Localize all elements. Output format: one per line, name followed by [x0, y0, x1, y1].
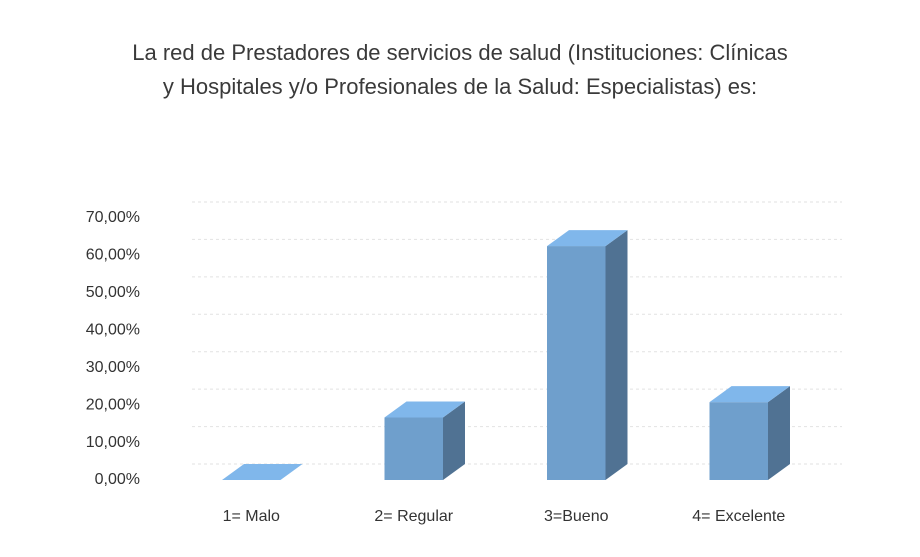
x-tick-label: 3=Bueno — [544, 508, 609, 525]
bar-side — [443, 401, 465, 480]
y-tick-label: 20,00% — [86, 396, 140, 413]
x-tick-label: 2= Regular — [374, 508, 453, 525]
x-tick-label: 1= Malo — [223, 508, 280, 525]
bar — [547, 246, 606, 480]
y-tick-label: 30,00% — [86, 359, 140, 376]
y-tick-label: 60,00% — [86, 247, 140, 264]
bar-top — [709, 386, 790, 403]
y-tick-label: 0,00% — [95, 471, 140, 488]
bar-side — [768, 386, 790, 480]
y-tick-label: 70,00% — [86, 209, 140, 226]
y-tick-label: 10,00% — [86, 434, 140, 451]
bar — [709, 402, 768, 480]
chart-title: La red de Prestadores de servicios de sa… — [132, 40, 788, 99]
y-tick-label: 40,00% — [86, 322, 140, 339]
bar-top — [222, 464, 303, 480]
x-tick-label: 4= Excelente — [692, 508, 785, 525]
bar-top — [384, 401, 465, 418]
bar-side — [605, 230, 628, 480]
bar — [384, 417, 443, 480]
y-tick-label: 50,00% — [86, 284, 140, 301]
bar-top — [547, 230, 628, 247]
